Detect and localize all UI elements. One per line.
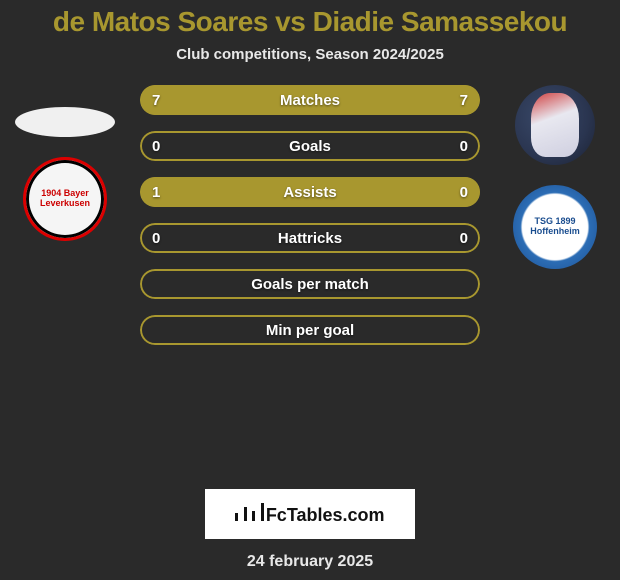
stat-label: Hattricks xyxy=(140,223,480,253)
stat-row: Goals per match xyxy=(140,269,480,299)
footer-brand-box: FcTables.com xyxy=(205,489,415,539)
right-player-column: TSG 1899 Hoffenheim xyxy=(490,85,620,385)
left-club-badge-text: 1904 Bayer Leverkusen xyxy=(26,189,104,209)
stat-row: Hattricks0 0 xyxy=(140,223,480,253)
stat-row: Min per goal xyxy=(140,315,480,345)
right-club-badge: TSG 1899 Hoffenheim xyxy=(513,185,597,269)
comparison-title: de Matos Soares vs Diadie Samassekou xyxy=(0,0,620,38)
stat-value-right: 0 xyxy=(460,131,468,161)
right-club-badge-text: TSG 1899 Hoffenheim xyxy=(513,217,597,237)
stat-value-left: 1 xyxy=(152,177,160,207)
stat-value-right: 7 xyxy=(460,85,468,115)
left-player-avatar xyxy=(15,107,115,137)
stat-value-left: 7 xyxy=(152,85,160,115)
comparison-content: 1904 Bayer Leverkusen TSG 1899 Hoffenhei… xyxy=(0,85,620,485)
stat-label: Min per goal xyxy=(140,315,480,345)
stat-bars: Matches77Goals00Assists10Hattricks00Goal… xyxy=(140,85,480,361)
stat-value-left: 0 xyxy=(152,131,160,161)
stat-label: Matches xyxy=(140,85,480,115)
stat-label: Goals per match xyxy=(140,269,480,299)
comparison-subtitle: Club competitions, Season 2024/2025 xyxy=(0,46,620,63)
bar-chart-icon xyxy=(235,503,264,526)
stat-value-left: 0 xyxy=(152,223,160,253)
stat-label: Assists xyxy=(140,177,480,207)
right-player-avatar xyxy=(515,85,595,165)
left-player-column: 1904 Bayer Leverkusen xyxy=(0,85,130,385)
stat-row: Goals0 0 xyxy=(140,131,480,161)
stat-value-right: 0 xyxy=(460,223,468,253)
stat-label: Goals xyxy=(140,131,480,161)
footer-brand-text: FcTables.com xyxy=(266,505,385,526)
left-club-badge: 1904 Bayer Leverkusen xyxy=(23,157,107,241)
stat-value-right: 0 xyxy=(460,177,468,207)
stat-row: Assists1 0 xyxy=(140,177,480,207)
fctables-logo: FcTables.com xyxy=(235,503,384,526)
footer-date: 24 february 2025 xyxy=(0,553,620,571)
stat-row: Matches7 7 xyxy=(140,85,480,115)
